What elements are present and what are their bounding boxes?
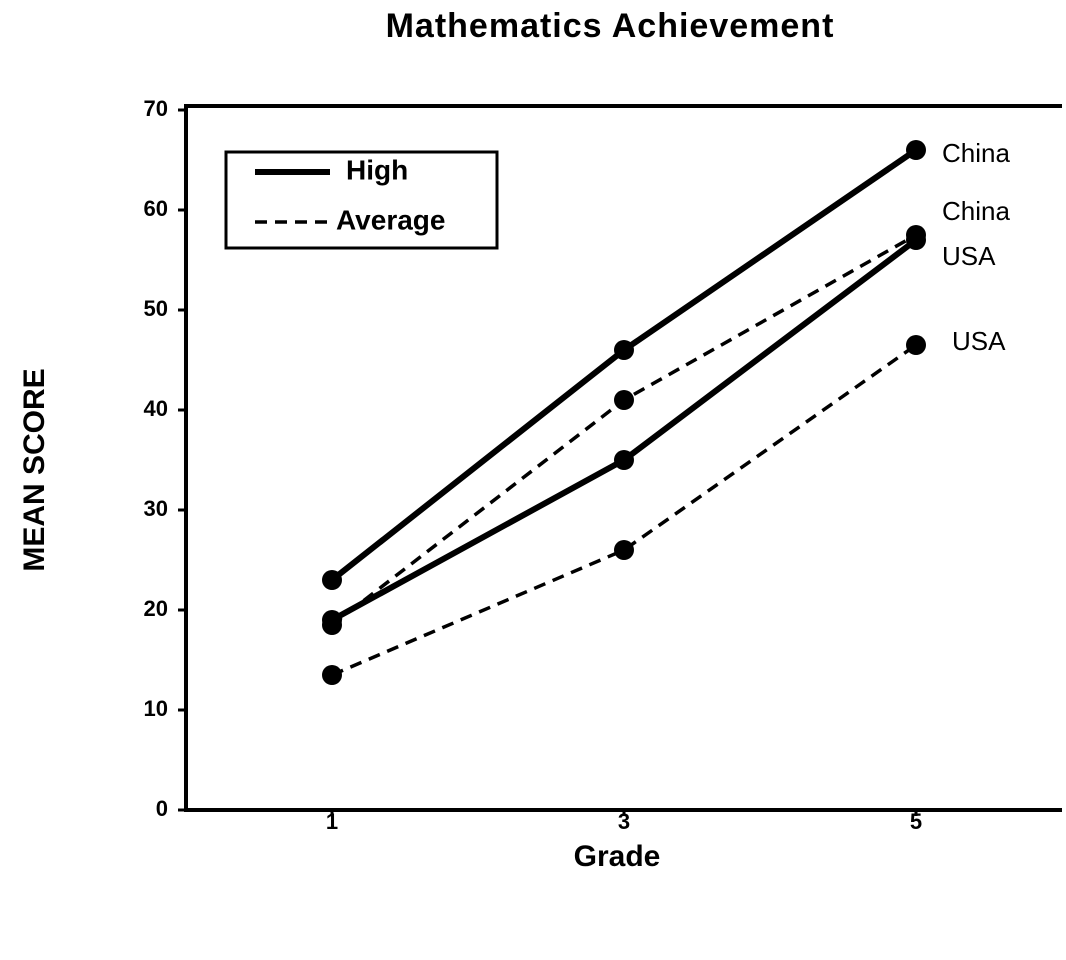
y-tick-label: 0 xyxy=(156,796,168,821)
data-point xyxy=(906,140,926,160)
end-label: USA xyxy=(942,241,996,271)
end-label: China xyxy=(942,196,1010,226)
chart-title: Mathematics Achievement xyxy=(386,7,835,45)
x-tick-label: 3 xyxy=(618,809,630,834)
y-tick-label: 70 xyxy=(144,96,168,121)
data-point xyxy=(322,570,342,590)
y-tick-label: 60 xyxy=(144,196,168,221)
x-tick-label: 1 xyxy=(326,809,338,834)
data-point xyxy=(614,340,634,360)
y-axis-label: MEAN SCORE xyxy=(18,368,51,571)
legend-label: Average xyxy=(336,204,445,235)
data-point xyxy=(614,390,634,410)
y-tick-label: 50 xyxy=(144,296,168,321)
x-tick-label: 5 xyxy=(910,809,922,834)
series-line xyxy=(331,343,918,677)
series-line xyxy=(330,233,917,627)
data-point xyxy=(322,665,342,685)
y-tick-label: 20 xyxy=(144,596,168,621)
legend-label: High xyxy=(346,154,408,185)
data-point xyxy=(614,540,634,560)
y-tick-label: 10 xyxy=(144,696,168,721)
series-line xyxy=(330,237,918,623)
end-label: USA xyxy=(952,326,1006,356)
data-point xyxy=(906,335,926,355)
legend-box xyxy=(224,150,499,250)
x-axis-label: Grade xyxy=(574,840,661,873)
end-label: China xyxy=(942,138,1010,168)
data-point xyxy=(906,230,926,250)
data-point xyxy=(614,450,634,470)
y-tick-label: 30 xyxy=(144,496,168,521)
y-tick-label: 40 xyxy=(144,396,168,421)
data-point xyxy=(322,610,342,630)
